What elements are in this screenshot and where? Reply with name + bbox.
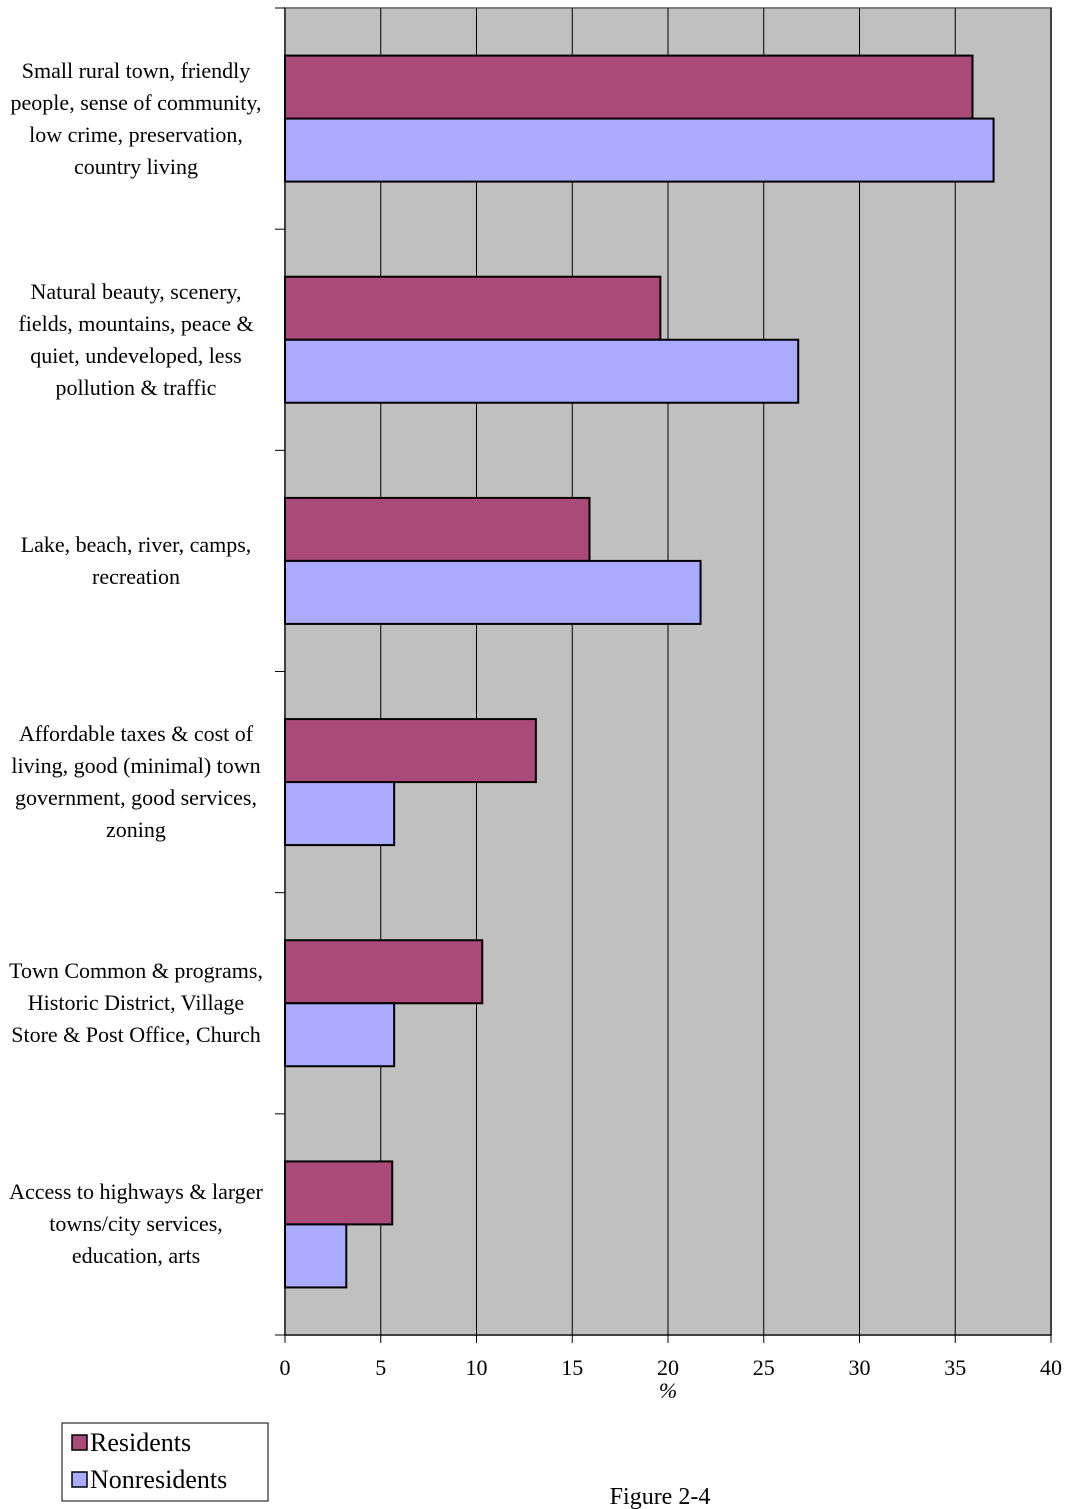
bar <box>284 559 702 625</box>
bar <box>284 117 995 183</box>
y-tick-label: Town Common & programs, Historic Distric… <box>9 958 263 1048</box>
bar <box>284 1223 348 1289</box>
x-tick-label: 25 <box>753 1355 775 1380</box>
bar <box>284 275 662 341</box>
bar <box>284 939 484 1005</box>
x-axis-label: % <box>659 1378 677 1403</box>
y-tick-label: Access to highways & larger towns/city s… <box>9 1179 263 1269</box>
x-tick-label: 40 <box>1040 1355 1062 1380</box>
bar <box>284 718 537 784</box>
bar <box>284 1002 396 1068</box>
x-tick-label: 35 <box>944 1355 966 1380</box>
legend-box <box>61 1422 269 1502</box>
y-tick-label: Natural beauty, scenery, fields, mountai… <box>18 278 254 400</box>
y-tick-label: Affordable taxes & cost of living, good … <box>11 721 261 842</box>
legend-label: Residents <box>90 1428 191 1457</box>
y-tick-label: Small rural town, friendly people, sense… <box>10 57 262 179</box>
x-tick-label: 0 <box>280 1355 291 1380</box>
x-tick-label: 15 <box>561 1355 583 1380</box>
caption: Figure 2-4 <box>610 1484 711 1509</box>
legend-swatch <box>71 1434 88 1451</box>
bar <box>284 54 974 120</box>
bar <box>284 338 800 404</box>
y-tick-label: Lake, beach, river, camps, recreation <box>20 531 252 589</box>
bar <box>284 496 591 562</box>
legend-swatch <box>71 1471 88 1488</box>
x-tick-label: 5 <box>375 1355 386 1380</box>
x-tick-label: 30 <box>849 1355 871 1380</box>
x-tick-label: 10 <box>466 1355 488 1380</box>
bar <box>284 1160 394 1226</box>
legend-label: Nonresidents <box>90 1465 227 1494</box>
bar <box>284 781 396 847</box>
x-tick-label: 20 <box>657 1355 679 1380</box>
